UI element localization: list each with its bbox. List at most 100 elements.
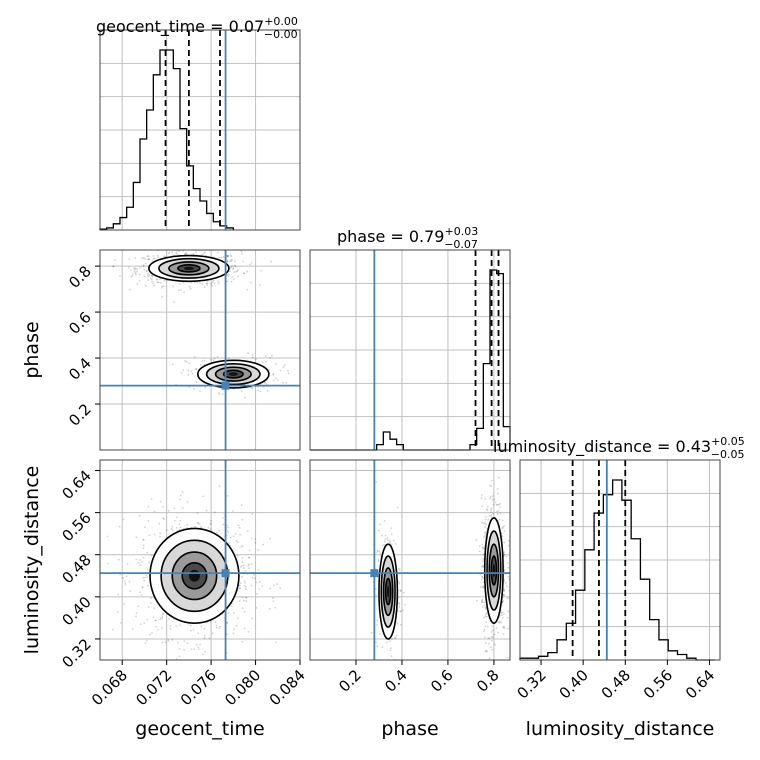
sample-point xyxy=(492,629,494,632)
truth-marker xyxy=(370,569,379,578)
sample-point xyxy=(506,656,509,659)
truth-marker xyxy=(221,569,230,578)
sample-point xyxy=(139,266,141,269)
sample-point xyxy=(483,630,485,633)
sample-point xyxy=(381,646,384,649)
sample-point xyxy=(146,551,149,554)
sample-point xyxy=(386,539,389,542)
sample-point xyxy=(227,531,230,534)
sample-point xyxy=(501,611,504,614)
sample-point xyxy=(128,258,131,261)
sample-point xyxy=(502,600,505,603)
sample-point xyxy=(396,622,399,625)
sample-point xyxy=(150,597,152,600)
sample-point xyxy=(157,281,160,284)
sample-point xyxy=(389,649,392,652)
sample-point xyxy=(240,504,243,506)
truth-marker xyxy=(221,381,230,390)
sample-point xyxy=(226,260,229,263)
sample-point xyxy=(142,538,145,541)
sample-point xyxy=(151,274,154,277)
tick-label-geocent-time: 0.068 xyxy=(88,666,131,709)
sample-point xyxy=(279,369,282,372)
sample-point xyxy=(211,284,214,287)
sample-point xyxy=(183,648,186,651)
sample-point xyxy=(243,627,246,630)
sample-point xyxy=(242,545,244,547)
sample-point xyxy=(275,641,278,644)
hist-panel-geocent-time xyxy=(99,29,301,231)
sample-point xyxy=(490,479,493,482)
sample-point xyxy=(394,637,397,639)
sample-point xyxy=(242,567,245,569)
sample-point xyxy=(136,270,138,273)
sample-point xyxy=(233,628,236,631)
sample-point xyxy=(191,372,194,375)
sample-point xyxy=(507,566,510,569)
sample-point xyxy=(376,551,379,553)
tick-label-phase: 0.6 xyxy=(427,666,457,696)
sample-point xyxy=(129,288,131,291)
sample-point xyxy=(273,584,275,587)
hist-panel-luminosity-distance xyxy=(519,459,721,661)
sample-point xyxy=(238,526,241,529)
density-level xyxy=(387,585,390,598)
panel-border xyxy=(99,249,301,451)
sample-point xyxy=(234,265,237,268)
sample-point xyxy=(163,279,166,282)
sample-point xyxy=(144,526,146,529)
sample-point xyxy=(194,525,197,528)
sample-point xyxy=(276,583,278,586)
sample-point xyxy=(491,495,494,497)
sample-point xyxy=(206,282,209,285)
sample-point xyxy=(162,612,165,615)
sample-point xyxy=(244,396,246,399)
sample-point xyxy=(507,597,509,600)
sample-point xyxy=(133,267,136,269)
sample-point xyxy=(484,518,487,521)
sample-point xyxy=(122,518,125,521)
sample-point xyxy=(207,526,210,529)
sample-point xyxy=(272,600,275,602)
sample-point xyxy=(212,279,215,282)
sample-point xyxy=(200,625,203,628)
tick-label-geocent-time: 0.084 xyxy=(266,666,309,709)
sample-point xyxy=(259,390,262,393)
sample-point xyxy=(173,301,175,303)
sample-point xyxy=(243,272,245,274)
sample-point xyxy=(503,568,506,571)
sample-point xyxy=(245,600,248,603)
sample-point xyxy=(482,585,484,588)
sample-point xyxy=(215,624,218,627)
tick-label-luminosity-distance: 0.56 xyxy=(58,509,94,545)
sample-point xyxy=(156,254,159,257)
sample-point xyxy=(398,605,401,608)
sample-point xyxy=(496,510,498,513)
sample-point xyxy=(184,253,186,255)
sample-point xyxy=(175,658,178,660)
tick-label-geocent-time: 0.080 xyxy=(221,666,264,709)
tick-label-phase: 0.2 xyxy=(65,400,95,430)
sample-point xyxy=(129,590,132,592)
sample-point xyxy=(489,497,491,500)
sample-point xyxy=(125,575,128,578)
sample-point xyxy=(142,556,145,559)
sample-point xyxy=(486,509,489,512)
sample-point xyxy=(162,517,165,520)
sample-point xyxy=(176,516,178,519)
sample-point xyxy=(253,577,256,580)
sample-point xyxy=(388,539,391,542)
contour-line xyxy=(171,551,218,601)
contour-line xyxy=(149,527,240,624)
sample-point xyxy=(142,264,145,267)
sample-point xyxy=(202,252,205,255)
sample-point xyxy=(146,576,148,578)
sample-point xyxy=(215,626,218,629)
sample-point xyxy=(504,581,507,584)
contour-line xyxy=(488,543,500,598)
sample-point xyxy=(234,260,236,263)
sample-point xyxy=(130,275,133,278)
sample-point xyxy=(145,574,148,577)
sample-point xyxy=(147,584,149,587)
sample-point xyxy=(503,553,506,556)
